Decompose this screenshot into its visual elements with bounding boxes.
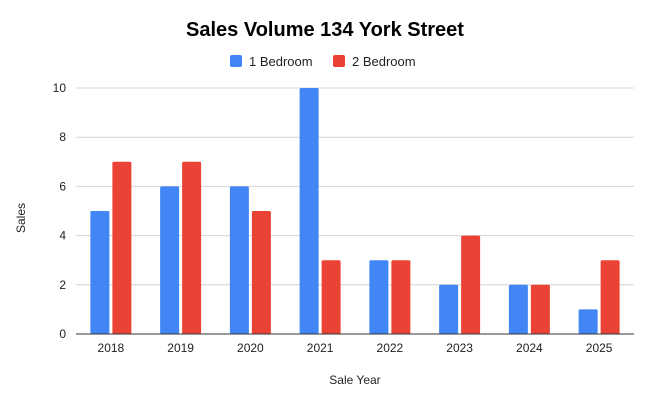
legend-swatch-2-bedroom: [333, 55, 345, 67]
y-axis-ticks: 0 2 4 6 8 10: [53, 81, 67, 341]
x-tick-label-2018: 2018: [98, 341, 125, 355]
y-tick-label-4: 4: [59, 229, 66, 243]
bar-1-bedroom-2024: [508, 284, 528, 334]
bar-1-bedroom-2023: [439, 284, 459, 334]
bar-2-bedroom-2022: [391, 260, 411, 334]
y-tick-label-8: 8: [59, 130, 66, 144]
bar-2-bedroom-2024: [530, 284, 550, 334]
bar-2-bedroom-2018: [112, 161, 132, 334]
x-tick-label-2023: 2023: [446, 341, 473, 355]
legend-label-1-bedroom: 1 Bedroom: [249, 54, 313, 69]
bar-1-bedroom-2021: [299, 88, 319, 334]
grid-lines: [76, 87, 634, 286]
bar-2-bedroom-2021: [321, 260, 341, 334]
x-axis-title: Sale Year: [329, 373, 380, 387]
bar-1-bedroom-2018: [90, 211, 110, 334]
bar-1-bedroom-2019: [160, 186, 180, 334]
legend-swatch-1-bedroom: [230, 55, 242, 67]
bar-1-bedroom-2025: [578, 309, 598, 334]
legend-label-2-bedroom: 2 Bedroom: [352, 54, 416, 69]
legend: 1 Bedroom 2 Bedroom: [230, 54, 416, 69]
x-tick-label-2024: 2024: [516, 341, 543, 355]
bar-2-bedroom-2020: [251, 211, 271, 334]
y-tick-label-2: 2: [59, 278, 66, 292]
y-tick-label-6: 6: [59, 179, 66, 193]
bar-2-bedroom-2023: [461, 235, 481, 334]
x-tick-label-2025: 2025: [586, 341, 613, 355]
bar-2-bedroom-2025: [600, 260, 620, 334]
bar-2-bedroom-2019: [182, 161, 202, 334]
x-tick-label-2022: 2022: [377, 341, 404, 355]
y-tick-label-10: 10: [53, 81, 67, 95]
x-tick-label-2019: 2019: [167, 341, 194, 355]
y-tick-label-0: 0: [59, 327, 66, 341]
x-tick-label-2021: 2021: [307, 341, 334, 355]
y-axis-title: Sales: [14, 203, 28, 233]
bar-1-bedroom-2020: [229, 186, 249, 334]
bar-1-bedroom-2022: [369, 260, 389, 334]
x-tick-label-2020: 2020: [237, 341, 264, 355]
chart-title: Sales Volume 134 York Street: [186, 19, 464, 41]
bars: [90, 88, 620, 334]
x-axis-ticks: 2018 2019 2020 2021 2022 2023 2024 2025: [98, 341, 613, 355]
